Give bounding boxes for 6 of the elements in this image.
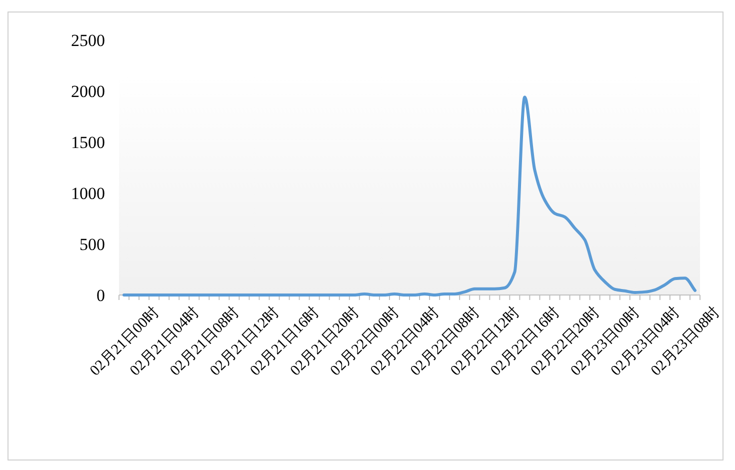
y-tick-label: 1000 (71, 184, 105, 203)
y-tick-label: 0 (96, 286, 105, 305)
y-tick-label: 1500 (71, 133, 105, 152)
y-tick-label: 500 (80, 235, 105, 254)
y-tick-label: 2000 (71, 82, 105, 101)
y-tick-label: 2500 (71, 31, 105, 50)
